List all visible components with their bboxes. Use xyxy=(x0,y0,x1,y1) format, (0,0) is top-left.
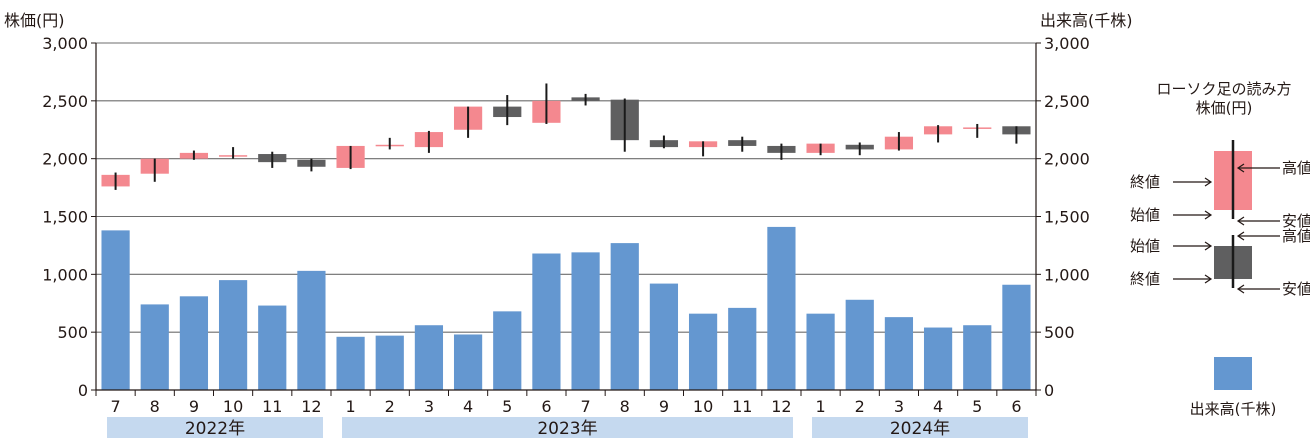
month-label-23: 6 xyxy=(1011,397,1021,416)
right-tick-label-3: 1,500 xyxy=(1044,208,1090,227)
volume-bar-19 xyxy=(845,299,874,390)
month-label-3: 10 xyxy=(223,397,243,416)
volume-bar-20 xyxy=(884,317,914,390)
month-label-21: 4 xyxy=(933,397,943,416)
legend-up-open-label: 始値 xyxy=(1130,206,1160,224)
month-label-10: 5 xyxy=(502,397,512,416)
year-band-1 xyxy=(342,417,793,438)
volume-bar-14 xyxy=(649,283,679,390)
month-tick-labels: 7 8 9 10 11 12 1 2 3 4 5 6 7 8 9 10 11 12 1 2 3 4 5 6 xyxy=(110,397,1021,416)
volume-bar-23 xyxy=(1002,284,1031,390)
legend-down-close-label: 終値 xyxy=(1130,270,1160,288)
right-tick-label-0: 0 xyxy=(1044,381,1054,400)
volume-bar-0 xyxy=(101,230,130,390)
month-label-19: 2 xyxy=(855,397,865,416)
gridlines xyxy=(96,42,1036,333)
left-tick-labels: 0 500 1,000 1,500 2,000 2,500 3,000 xyxy=(42,34,88,400)
volume-bar-2 xyxy=(179,296,209,390)
month-label-14: 9 xyxy=(659,397,669,416)
legend-volume-label: 出来高(千株) xyxy=(1190,400,1277,418)
month-label-20: 3 xyxy=(894,397,904,416)
volume-bars xyxy=(101,226,1031,390)
right-tick-label-5: 2,500 xyxy=(1044,92,1090,111)
volume-bar-11 xyxy=(532,253,561,390)
legend-down-low-label: 安値 xyxy=(1282,280,1310,298)
right-tick-labels: 0 500 1,000 1,500 2,000 2,500 3,000 xyxy=(1044,34,1090,400)
right-tick-label-1: 500 xyxy=(1044,323,1075,342)
month-label-2: 9 xyxy=(189,397,199,416)
volume-bar-1 xyxy=(140,304,169,390)
volume-bar-17 xyxy=(767,226,796,390)
month-label-9: 4 xyxy=(463,397,473,416)
volume-bar-18 xyxy=(806,313,835,390)
left-tick-label-2: 1,000 xyxy=(42,265,88,284)
year-label-0: 2022年 xyxy=(185,419,245,438)
legend-volume-swatch xyxy=(1214,357,1252,390)
legend-up-low-label: 安値 xyxy=(1282,212,1310,230)
volume-bar-10 xyxy=(493,311,522,390)
volume-bar-6 xyxy=(336,336,365,390)
month-label-15: 10 xyxy=(693,397,713,416)
year-band-0 xyxy=(107,417,323,438)
right-tick-label-6: 3,000 xyxy=(1044,34,1090,53)
month-label-5: 12 xyxy=(301,397,321,416)
left-tick-label-0: 0 xyxy=(78,381,88,400)
left-tick-label-6: 3,000 xyxy=(42,34,88,53)
volume-bar-16 xyxy=(728,307,757,390)
month-label-18: 1 xyxy=(815,397,825,416)
volume-bar-7 xyxy=(375,335,404,390)
candlesticks xyxy=(101,83,1031,190)
left-tick-label-5: 2,500 xyxy=(42,92,88,111)
month-label-12: 7 xyxy=(580,397,590,416)
axes xyxy=(91,42,1041,396)
volume-bar-22 xyxy=(963,325,992,390)
right-axis-title: 出来高(千株) xyxy=(1040,11,1133,30)
month-label-11: 6 xyxy=(541,397,551,416)
legend-title: ローソク足の読み方 xyxy=(1156,80,1291,98)
month-label-22: 5 xyxy=(972,397,982,416)
year-label-2: 2024年 xyxy=(890,419,950,438)
right-tick-label-4: 2,000 xyxy=(1044,150,1090,169)
year-band-2 xyxy=(812,417,1028,438)
month-label-8: 3 xyxy=(424,397,434,416)
volume-bar-15 xyxy=(688,313,718,390)
volume-bar-5 xyxy=(297,270,326,390)
legend: ローソク足の読み方 株価(円) 高値 終値 始値 安値 始値 高値 xyxy=(1130,80,1310,418)
left-tick-label-4: 2,000 xyxy=(42,150,88,169)
left-tick-label-3: 1,500 xyxy=(42,208,88,227)
month-label-6: 1 xyxy=(345,397,355,416)
month-label-4: 11 xyxy=(262,397,282,416)
year-bands: 2022年 2023年 2024年 xyxy=(107,417,1028,439)
month-label-16: 11 xyxy=(732,397,752,416)
legend-up-close-label: 終値 xyxy=(1130,173,1160,191)
month-label-13: 8 xyxy=(620,397,630,416)
volume-bar-12 xyxy=(571,252,600,390)
volume-bar-21 xyxy=(923,327,953,390)
volume-bar-4 xyxy=(258,305,287,390)
month-label-0: 7 xyxy=(110,397,120,416)
legend-down-open-label: 始値 xyxy=(1130,237,1160,255)
month-label-7: 2 xyxy=(385,397,395,416)
month-label-17: 12 xyxy=(771,397,791,416)
year-label-1: 2023年 xyxy=(537,419,597,438)
volume-bar-9 xyxy=(453,334,483,390)
left-tick-label-1: 500 xyxy=(57,323,88,342)
volume-bar-13 xyxy=(610,243,639,390)
volume-bar-8 xyxy=(414,325,444,390)
legend-subtitle: 株価(円) xyxy=(1196,99,1253,117)
right-tick-label-2: 1,000 xyxy=(1044,265,1090,284)
legend-down-high-label: 高値 xyxy=(1282,227,1310,245)
volume-bar-3 xyxy=(218,280,248,390)
left-axis-title: 株価(円) xyxy=(4,11,65,30)
legend-up-high-label: 高値 xyxy=(1282,159,1310,177)
month-label-1: 8 xyxy=(150,397,160,416)
